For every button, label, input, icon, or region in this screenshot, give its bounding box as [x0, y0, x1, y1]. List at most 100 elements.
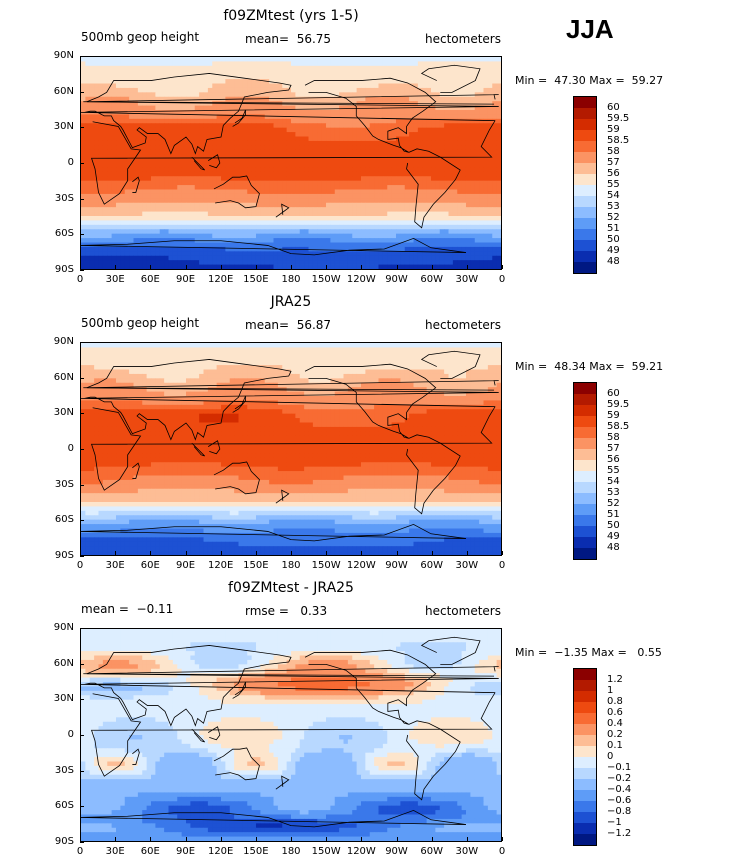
- field-cell: [251, 255, 257, 261]
- y-tick-label: 90S: [54, 264, 74, 275]
- field-cell: [365, 83, 371, 89]
- field-cell: [137, 229, 143, 235]
- field-cell: [142, 145, 148, 151]
- field-cell: [282, 171, 288, 177]
- field-cell: [321, 220, 327, 226]
- field-cell: [326, 140, 331, 146]
- field-cell: [159, 96, 165, 102]
- field-cell: [474, 216, 480, 221]
- field-cell: [360, 57, 366, 62]
- field-cell: [439, 216, 445, 221]
- field-cell: [221, 255, 226, 261]
- field-cell: [207, 255, 213, 261]
- field-cell: [404, 255, 410, 261]
- field-cell: [225, 351, 231, 357]
- field-cell: [146, 260, 152, 265]
- field-cell: [120, 87, 126, 93]
- field-cell: [168, 185, 174, 190]
- field-cell: [207, 87, 213, 93]
- field-cell: [496, 193, 501, 199]
- field-cell: [133, 136, 139, 142]
- field-cell: [470, 87, 476, 93]
- field-cell: [94, 246, 99, 252]
- field-cell: [483, 216, 489, 221]
- field-cell: [242, 163, 248, 168]
- field-cell: [107, 61, 113, 67]
- field-cell: [137, 145, 143, 151]
- field-cell: [133, 220, 139, 226]
- field-cell: [356, 74, 362, 80]
- field-cell: [142, 207, 148, 212]
- field-cell: [98, 105, 104, 111]
- field-cell: [172, 233, 178, 239]
- field-cell: [172, 140, 178, 146]
- field-cell: [347, 79, 353, 84]
- field-cell: [273, 343, 279, 348]
- field-cell: [461, 229, 467, 235]
- field-cell: [461, 185, 467, 190]
- field-cell: [273, 207, 279, 212]
- field-cell: [369, 149, 375, 155]
- field-cell: [207, 127, 213, 133]
- field-cell: [304, 185, 309, 190]
- field-cell: [146, 114, 152, 120]
- field-cell: [448, 171, 454, 177]
- field-cell: [251, 233, 257, 239]
- field-cell: [107, 65, 113, 71]
- field-cell: [203, 198, 209, 204]
- field-cell: [304, 154, 309, 159]
- field-cell: [339, 207, 344, 212]
- field-cell: [439, 229, 445, 235]
- field-cell: [347, 87, 353, 93]
- field-cell: [172, 92, 178, 98]
- field-cell: [190, 216, 196, 221]
- field-cell: [352, 242, 358, 248]
- field-cell: [431, 347, 436, 353]
- field-cell: [352, 83, 358, 89]
- field-cell: [89, 255, 95, 261]
- field-cell: [81, 189, 86, 195]
- field-cell: [277, 163, 283, 168]
- field-cell: [207, 140, 213, 146]
- field-cell: [435, 224, 441, 230]
- field-cell: [396, 96, 401, 102]
- field-cell: [452, 189, 458, 195]
- field-cell: [343, 242, 349, 248]
- field-cell: [102, 233, 108, 239]
- field-cell: [378, 158, 384, 164]
- field-cell: [374, 79, 379, 84]
- field-cell: [382, 233, 388, 239]
- field-cell: [426, 127, 432, 133]
- field-cell: [234, 114, 239, 120]
- field-cell: [479, 79, 484, 84]
- field-cell: [374, 242, 379, 248]
- field-cell: [461, 171, 467, 177]
- field-cell: [470, 343, 476, 348]
- field-cell: [369, 224, 375, 230]
- field-cell: [81, 180, 86, 186]
- field-cell: [435, 123, 441, 129]
- field-cell: [312, 224, 318, 230]
- field-cell: [168, 224, 174, 230]
- field-cell: [417, 57, 423, 62]
- field-cell: [124, 242, 130, 248]
- field-cell: [255, 83, 261, 89]
- field-cell: [194, 207, 200, 212]
- field-cell: [496, 110, 501, 115]
- field-cell: [168, 132, 174, 137]
- field-cell: [133, 96, 139, 102]
- field-cell: [273, 242, 279, 248]
- field-cell: [286, 233, 292, 239]
- field-cell: [496, 57, 501, 62]
- field-cell: [137, 207, 143, 212]
- field-cell: [448, 255, 454, 261]
- field-cell: [374, 83, 379, 89]
- field-cell: [124, 229, 130, 235]
- field-cell: [334, 136, 340, 142]
- field-cell: [299, 57, 305, 62]
- field-cell: [448, 180, 454, 186]
- field-cell: [470, 145, 476, 151]
- colorbar-label: 50: [607, 234, 620, 245]
- field-cell: [269, 70, 274, 76]
- field-cell: [116, 343, 121, 348]
